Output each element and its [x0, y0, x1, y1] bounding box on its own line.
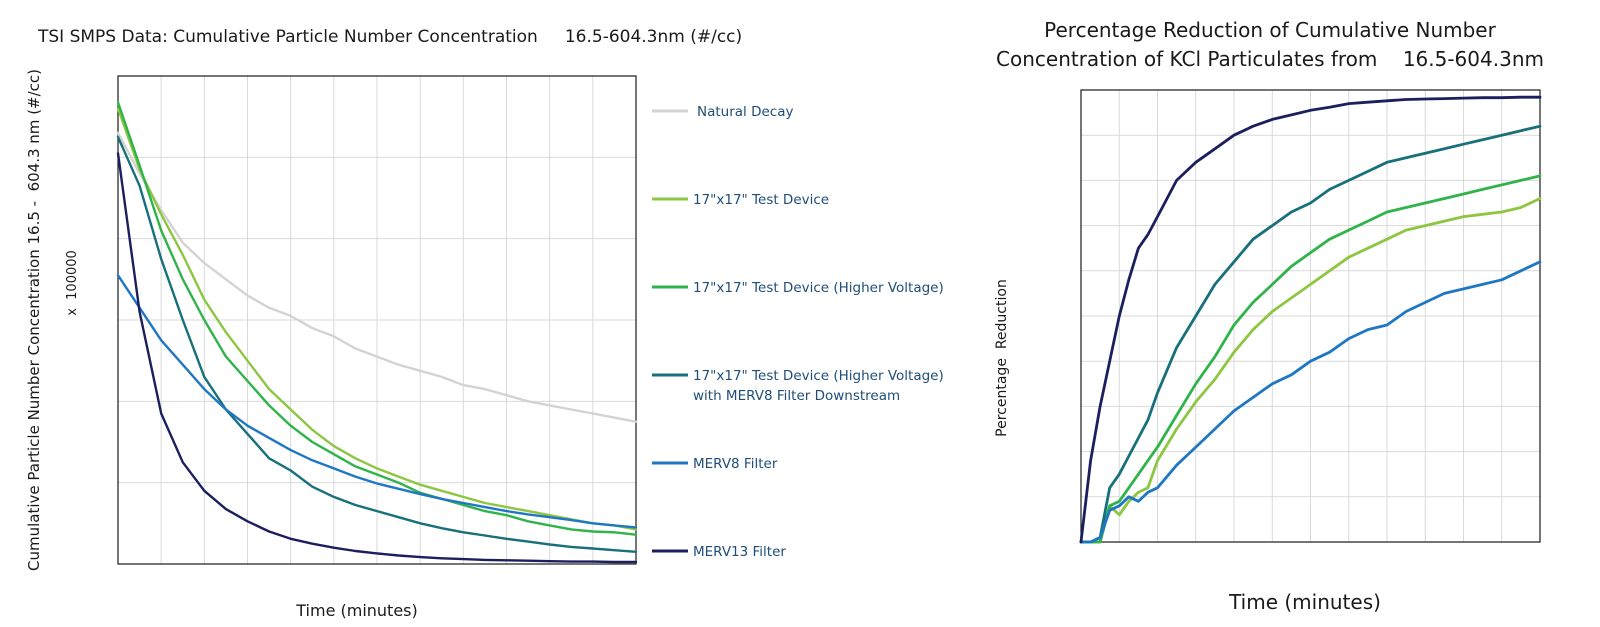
right-chart-grid	[1080, 89, 1541, 543]
legend-label-merv8-filter: MERV8 Filter	[693, 456, 778, 472]
right-y-axis-label: Percentage Reduction	[994, 279, 1010, 437]
right-series-line-merv8-filter	[1079, 260, 1542, 544]
legend-label-17-x17-test-device: 17"x17" Test Device	[693, 192, 829, 208]
left-chart-title: TSI SMPS Data: Cumulative Particle Numbe…	[37, 27, 742, 47]
right-series-lines	[1079, 95, 1542, 544]
left-series-line-merv13-filter	[116, 152, 638, 564]
left-y-multiplier-label: x 100000	[65, 250, 80, 316]
left-legend: Natural Decay 17"x17" Test Device 17"x17" …	[652, 104, 944, 560]
legend-label-merv13-filter: MERV13 Filter	[693, 544, 786, 560]
legend-label-natural-decay: Natural Decay	[697, 104, 793, 120]
right-plot-frame	[1080, 89, 1541, 543]
right-series-line-17-x17-test-device-higher-voltage	[1079, 174, 1542, 544]
right-series-line-17-x17-test-device-higher-voltage-with-merv8-filter-downstream	[1079, 124, 1542, 544]
left-series-line-17-x17-test-device-higher-voltage	[116, 101, 638, 536]
right-chart: Percentage Reduction of Cumulative Numbe…	[994, 18, 1544, 614]
left-series-line-merv8-filter	[116, 274, 638, 529]
right-chart-title-line-1: Percentage Reduction of Cumulative Numbe…	[1044, 18, 1496, 42]
right-series-line-17-x17-test-device	[1079, 197, 1542, 544]
left-chart: TSI SMPS Data: Cumulative Particle Numbe…	[25, 27, 944, 620]
legend-label-17-x17-test-device-higher-voltage-with-merv8-filter-downstream: 17"x17" Test Device (Higher Voltage) with…	[693, 368, 944, 404]
right-x-axis-label: Time (minutes)	[1228, 590, 1381, 614]
legend-label-17-x17-test-device-higher-voltage: 17"x17" Test Device (Higher Voltage)	[693, 280, 944, 296]
right-series-line-merv13-filter	[1079, 95, 1542, 544]
left-chart-grid	[117, 75, 637, 565]
left-x-axis-label: Time (minutes)	[295, 601, 418, 620]
left-y-axis-label: Cumulative Particle Number Concentration…	[25, 69, 43, 571]
right-chart-title-line-2: Concentration of KCl Particulates from 1…	[996, 47, 1544, 71]
left-series-line-17-x17-test-device-higher-voltage-with-merv8-filter-downstream	[116, 135, 638, 553]
left-series-line-17-x17-test-device	[116, 107, 638, 531]
left-series-line-natural-decay	[116, 131, 638, 423]
left-plot-frame	[117, 75, 637, 565]
left-series-lines	[116, 101, 638, 564]
